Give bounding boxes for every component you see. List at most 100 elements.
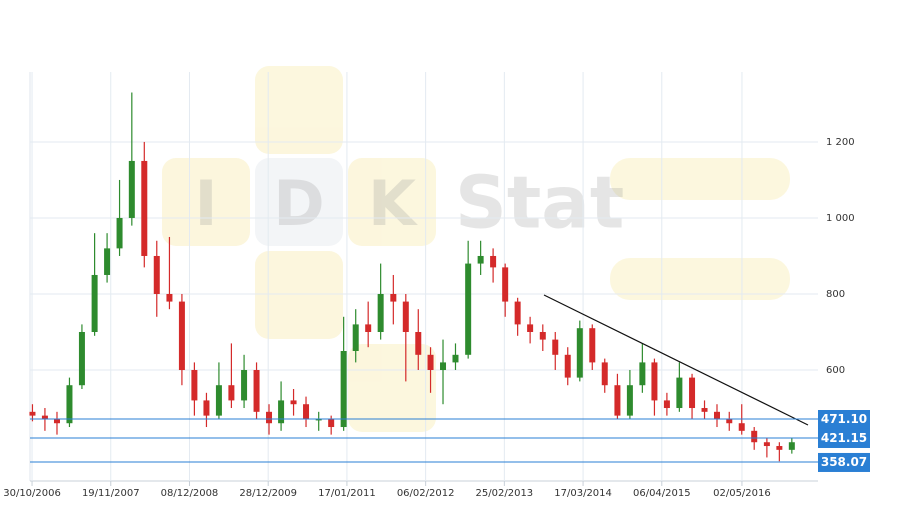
watermark-letter: I bbox=[194, 167, 217, 240]
x-tick-label: 28/12/2009 bbox=[239, 488, 297, 499]
candle-body bbox=[651, 362, 658, 401]
candle-body bbox=[104, 248, 111, 275]
level-label-box bbox=[818, 452, 870, 472]
candle-body bbox=[552, 339, 559, 355]
candle bbox=[53, 411, 60, 435]
candle-body bbox=[701, 408, 708, 412]
x-tick-label: 06/02/2012 bbox=[397, 488, 455, 499]
candle-body bbox=[241, 370, 248, 401]
candle-body bbox=[402, 301, 409, 332]
candle-body bbox=[465, 263, 472, 355]
candle bbox=[788, 438, 795, 454]
candle bbox=[191, 362, 198, 416]
y-tick-label: 1 200 bbox=[826, 137, 855, 148]
candle-body bbox=[352, 324, 359, 352]
candle-body bbox=[676, 377, 683, 409]
candle-body bbox=[141, 160, 148, 256]
candle bbox=[452, 343, 459, 371]
candle bbox=[663, 392, 670, 416]
candle-body bbox=[726, 419, 733, 424]
candle bbox=[328, 415, 335, 435]
candle-body bbox=[713, 411, 720, 420]
candle-body bbox=[415, 331, 422, 355]
candle bbox=[477, 240, 484, 275]
candle bbox=[278, 381, 285, 431]
candle-body bbox=[278, 400, 285, 424]
candle-body bbox=[228, 385, 235, 401]
candle bbox=[614, 373, 621, 420]
candle bbox=[639, 343, 646, 393]
candle-body bbox=[440, 362, 447, 371]
candle-body bbox=[315, 419, 322, 421]
candle bbox=[228, 343, 235, 409]
candle bbox=[29, 404, 36, 422]
candle-body bbox=[539, 331, 546, 340]
candle bbox=[626, 370, 633, 420]
candle-body bbox=[266, 411, 273, 424]
candle bbox=[539, 324, 546, 352]
x-tick-label: 08/12/2008 bbox=[161, 488, 219, 499]
candle bbox=[241, 354, 248, 409]
candle-body bbox=[215, 385, 222, 416]
candle-body bbox=[514, 301, 521, 325]
level-label-box bbox=[818, 410, 870, 430]
candle-body bbox=[128, 160, 135, 218]
candle-body bbox=[340, 351, 347, 428]
candle bbox=[701, 400, 708, 420]
candle bbox=[589, 324, 596, 371]
candle-body bbox=[377, 293, 384, 332]
candle bbox=[166, 236, 173, 310]
candle-body bbox=[203, 400, 210, 416]
x-tick-label: 25/02/2013 bbox=[476, 488, 534, 499]
x-tick-label: 19/11/2007 bbox=[82, 488, 140, 499]
candle-body bbox=[178, 301, 185, 371]
level-label: 421.15 bbox=[821, 431, 867, 445]
candle-body bbox=[490, 255, 497, 268]
candle bbox=[141, 141, 148, 268]
candle bbox=[651, 358, 658, 416]
candle-body bbox=[452, 354, 459, 363]
candle bbox=[128, 92, 135, 226]
candle bbox=[576, 320, 583, 382]
level-label-box bbox=[818, 428, 870, 448]
candle-body bbox=[91, 274, 98, 332]
y-tick-label: 600 bbox=[826, 365, 845, 376]
candle bbox=[776, 442, 783, 462]
candle bbox=[763, 438, 770, 458]
candle-body bbox=[29, 411, 36, 416]
candle-body bbox=[639, 362, 646, 386]
candle bbox=[552, 331, 559, 371]
trend-line bbox=[543, 294, 809, 426]
candle bbox=[253, 362, 260, 420]
candle bbox=[601, 358, 608, 393]
candle-body bbox=[253, 370, 260, 412]
candle-body bbox=[527, 324, 534, 332]
candle bbox=[178, 293, 185, 386]
x-tick-label: 17/03/2014 bbox=[554, 488, 612, 499]
candle-body bbox=[166, 293, 173, 302]
candle-body bbox=[663, 400, 670, 409]
level-label: 471.10 bbox=[821, 412, 867, 426]
candle-body bbox=[427, 354, 434, 371]
watermark-word: Stat bbox=[455, 161, 624, 245]
candle-body bbox=[626, 385, 633, 416]
candle bbox=[390, 274, 397, 325]
candle-body bbox=[290, 400, 297, 405]
candle-body bbox=[614, 385, 621, 416]
candle bbox=[116, 179, 123, 256]
watermark-letter: K bbox=[368, 167, 418, 240]
y-tick-label: 1 000 bbox=[826, 213, 855, 224]
candle bbox=[427, 347, 434, 393]
x-tick-label: 17/01/2011 bbox=[318, 488, 376, 499]
candle-body bbox=[365, 324, 372, 332]
candle-body bbox=[191, 370, 198, 401]
candle bbox=[203, 392, 210, 428]
candle bbox=[564, 347, 571, 386]
candle-body bbox=[502, 267, 509, 302]
candle-body bbox=[41, 415, 48, 420]
candle-body bbox=[66, 385, 73, 424]
candle-body bbox=[589, 328, 596, 363]
candle-body bbox=[788, 442, 795, 450]
candle bbox=[490, 248, 497, 283]
